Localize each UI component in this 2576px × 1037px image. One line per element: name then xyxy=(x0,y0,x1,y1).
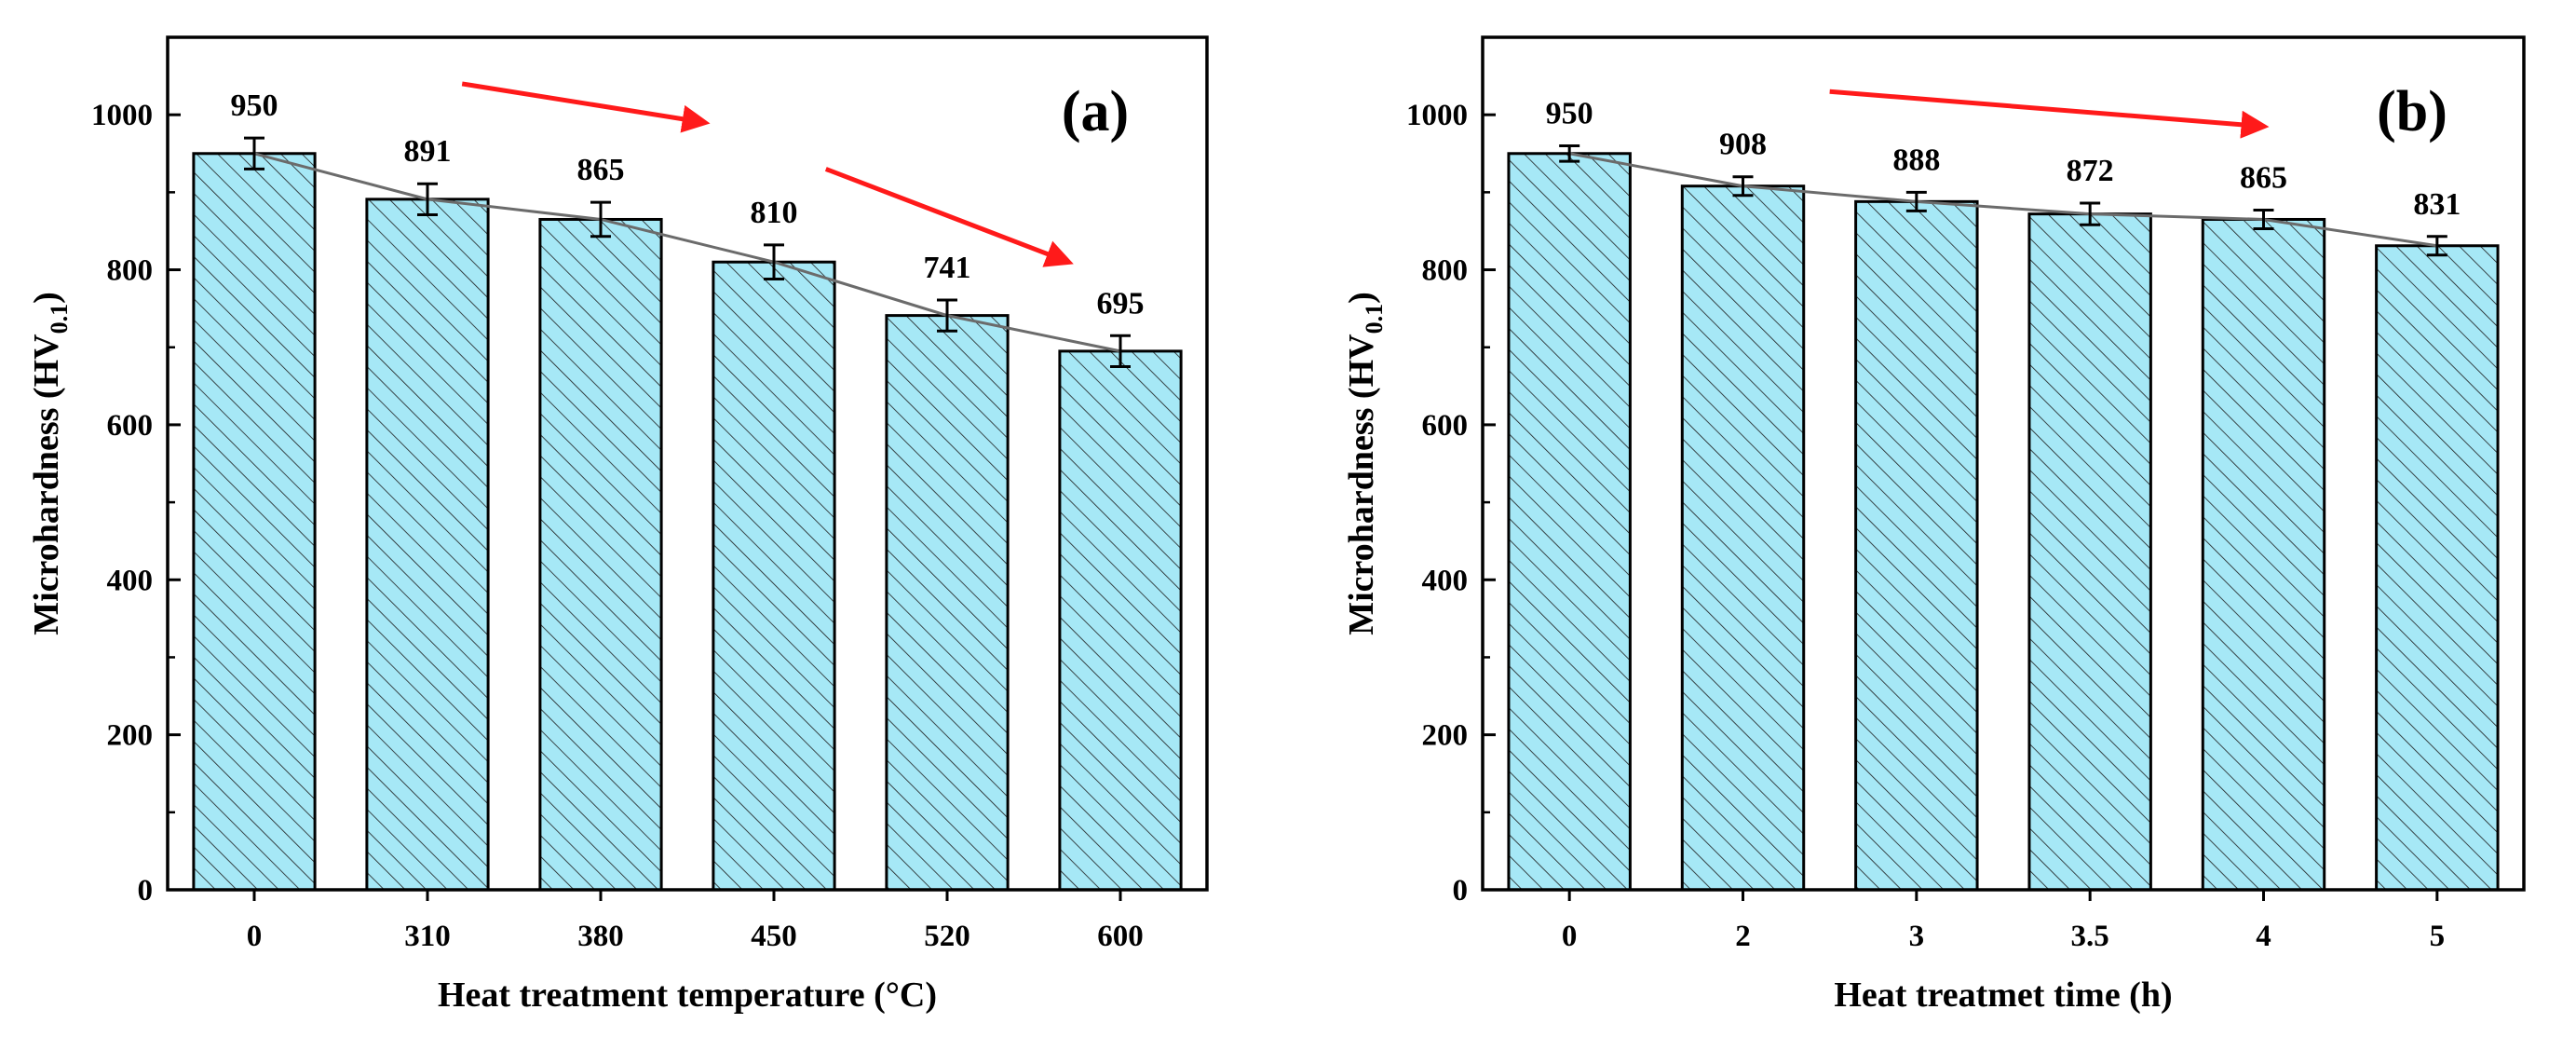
data-label-380: 865 xyxy=(577,153,625,187)
y-tick-label: 0 xyxy=(1453,874,1469,907)
bar-0 xyxy=(192,152,317,892)
trend-arrow-2 xyxy=(824,167,1074,267)
y-axis-title-main: Microhardness (HV xyxy=(27,334,66,635)
data-label-0: 950 xyxy=(231,89,278,123)
x-tick-label: 3.5 xyxy=(2071,920,2109,953)
x-tick-label: 0 xyxy=(1562,920,1578,953)
bar-0 xyxy=(1507,152,1632,892)
x-tick-label: 2 xyxy=(1735,920,1751,953)
y-tick-label: 400 xyxy=(107,564,154,597)
panel-label: (b) xyxy=(2377,80,2447,143)
y-axis-title: Microhardness (HV0.1) xyxy=(27,292,73,635)
bar-450 xyxy=(712,260,836,892)
y-tick-label: 200 xyxy=(107,719,154,753)
y-axis-title-subscript: 0.1 xyxy=(46,304,73,334)
y-tick-label: 800 xyxy=(107,254,154,288)
x-axis-title: Heat treatmet time (h) xyxy=(1834,976,2172,1015)
x-tick-label: 0 xyxy=(247,920,263,953)
data-label-450: 810 xyxy=(751,196,798,230)
bar-520 xyxy=(885,314,1010,892)
y-tick-label: 1000 xyxy=(1406,99,1468,132)
y-tick-label: 1000 xyxy=(91,99,153,132)
y-axis-title-close: ) xyxy=(1342,292,1381,304)
error-bar-310 xyxy=(417,182,438,216)
y-axis-title: Microhardness (HV0.1) xyxy=(1342,292,1388,635)
error-bar-0 xyxy=(1559,143,1580,163)
bar-600 xyxy=(1058,349,1183,892)
data-label-310: 891 xyxy=(404,134,452,169)
data-label-3.5: 872 xyxy=(2067,154,2114,188)
y-tick-label: 800 xyxy=(1422,254,1469,288)
trend-line xyxy=(253,152,1121,353)
bar-3 xyxy=(1854,199,1979,892)
x-tick-label: 3 xyxy=(1909,920,1925,953)
error-bar-3 xyxy=(1905,190,1927,212)
error-bar-380 xyxy=(590,200,611,239)
x-tick-label: 520 xyxy=(924,920,970,953)
data-label-520: 741 xyxy=(924,251,971,285)
error-bar-450 xyxy=(764,243,784,281)
panel-label: (a) xyxy=(1062,80,1129,143)
bar-4 xyxy=(2201,217,2326,892)
y-axis-title-main: Microhardness (HV xyxy=(1342,334,1381,635)
error-bar-4 xyxy=(2253,208,2274,230)
error-bar-3.5 xyxy=(2080,201,2101,226)
trend-arrow-1 xyxy=(1829,89,2270,139)
chart-panel-a: 950 891 865 810 741 695 0 200 400 600 800 1000 0 310 3… xyxy=(27,35,1209,1015)
data-label-600: 695 xyxy=(1097,286,1145,321)
data-label-3: 888 xyxy=(1892,143,1940,177)
plot-frame xyxy=(1481,35,2526,892)
data-label-5: 831 xyxy=(2413,187,2461,222)
y-tick-label: 400 xyxy=(1422,564,1469,597)
data-label-0: 950 xyxy=(1546,96,1593,130)
trend-line xyxy=(1568,152,2438,248)
data-label-2: 908 xyxy=(1719,128,1767,162)
y-axis-title-subscript: 0.1 xyxy=(1361,304,1388,334)
error-bar-600 xyxy=(1110,334,1131,369)
chart-panel-b: 950 908 888 872 865 831 0 200 400 600 800 1000 0 2 3 3.… xyxy=(1342,35,2526,1015)
x-tick-label: 4 xyxy=(2256,920,2271,953)
y-tick-label: 600 xyxy=(1422,409,1469,443)
plot-frame xyxy=(166,35,1209,892)
y-tick-label: 0 xyxy=(138,874,154,907)
x-tick-label: 380 xyxy=(577,920,624,953)
error-bar-520 xyxy=(937,298,957,333)
bar-2 xyxy=(1680,184,1806,892)
error-bar-2 xyxy=(1732,175,1754,198)
bar-310 xyxy=(365,198,490,892)
y-axis-title-close: ) xyxy=(27,292,66,304)
trend-arrow-1 xyxy=(461,81,711,133)
x-tick-label: 600 xyxy=(1097,920,1144,953)
bar-3.5 xyxy=(2027,212,2152,892)
y-tick-label: 600 xyxy=(107,409,154,443)
error-bar-5 xyxy=(2426,235,2447,257)
x-tick-label: 310 xyxy=(404,920,451,953)
bar-380 xyxy=(538,217,663,892)
x-tick-label: 450 xyxy=(751,920,797,953)
y-tick-label: 200 xyxy=(1422,719,1469,753)
x-tick-label: 5 xyxy=(2430,920,2446,953)
x-axis-title: Heat treatment temperature (°C) xyxy=(438,976,937,1015)
error-bar-0 xyxy=(244,136,264,171)
data-label-4: 865 xyxy=(2240,160,2287,195)
bar-5 xyxy=(2375,244,2500,892)
